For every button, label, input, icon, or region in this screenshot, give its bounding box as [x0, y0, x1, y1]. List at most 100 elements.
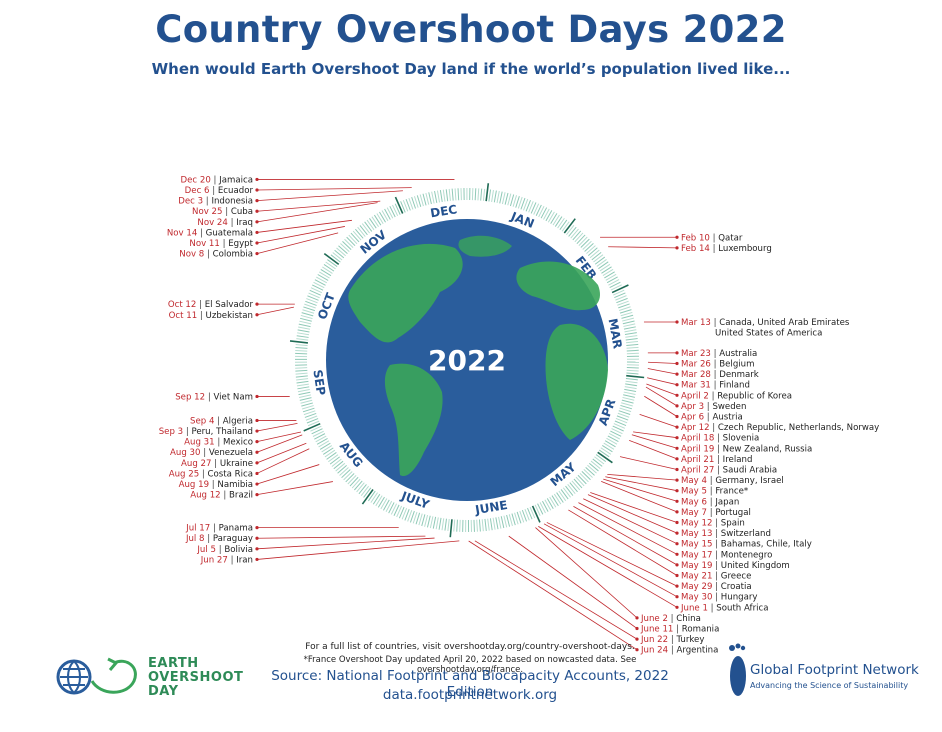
country-label: May 13 | Switzerland — [681, 529, 771, 539]
day-tick — [316, 438, 328, 445]
country-name: Bolivia — [224, 545, 253, 555]
day-tick — [449, 519, 453, 538]
country-date: Jul 5 — [196, 545, 216, 555]
day-tick — [390, 503, 398, 515]
leader-dot — [675, 393, 679, 397]
country-name: Czech Republic, Netherlands, Norway — [718, 423, 879, 433]
day-tick — [296, 335, 309, 338]
leader-line — [474, 540, 638, 640]
country-label: April 27 | Saudi Arabia — [681, 466, 777, 476]
country-name: South Africa — [716, 603, 768, 613]
country-date: Mar 31 — [681, 381, 711, 391]
day-tick — [312, 284, 324, 291]
day-tick — [372, 493, 381, 505]
footer-note-full-list: For a full list of countries, visit over… — [305, 642, 635, 652]
day-tick — [373, 214, 382, 226]
leader-dot — [675, 499, 679, 503]
day-tick — [614, 420, 627, 427]
day-tick — [392, 204, 399, 217]
day-tick — [438, 517, 442, 530]
leader-dot — [255, 471, 259, 476]
day-tick — [381, 210, 389, 222]
country-date: Apr 12 — [681, 423, 710, 433]
day-tick — [402, 200, 409, 212]
day-tick — [456, 519, 458, 532]
day-tick — [507, 193, 512, 206]
day-tick — [324, 449, 336, 458]
day-tick — [295, 372, 308, 375]
month-label: DEC — [429, 202, 458, 220]
day-tick — [598, 261, 609, 270]
day-tick — [566, 224, 575, 235]
day-tick — [481, 519, 484, 532]
day-tick — [457, 188, 460, 201]
day-tick — [543, 208, 550, 220]
day-tick — [322, 447, 334, 455]
day-tick — [524, 508, 530, 521]
global-footprint-network-tagline: Advancing the Science of Sustainability — [750, 681, 909, 690]
source-url: data.footprintnetwork.org — [382, 687, 558, 703]
leader-line — [543, 523, 678, 598]
country-label: Jun 24 | Argentina — [640, 646, 718, 656]
day-tick — [411, 196, 416, 209]
day-tick — [321, 445, 333, 453]
day-tick — [525, 199, 531, 212]
leader-dot — [675, 510, 679, 514]
leader-dot — [255, 536, 259, 540]
country-name: Belgium — [719, 360, 754, 370]
day-tick — [349, 476, 359, 487]
leader-line — [603, 478, 678, 502]
country-date: Mar 28 — [681, 370, 711, 380]
day-tick — [476, 519, 478, 532]
day-tick — [619, 407, 632, 413]
country-name: Argentina — [676, 646, 718, 656]
day-tick — [308, 292, 320, 299]
day-tick — [625, 335, 638, 338]
day-tick — [569, 482, 578, 493]
globe-land-south-america — [384, 363, 443, 477]
day-tick — [346, 236, 356, 247]
day-tick — [296, 380, 309, 384]
country-label: Nov 25 | Cuba — [192, 207, 253, 217]
day-tick — [295, 369, 308, 372]
leader-dot — [255, 177, 259, 182]
leader-line — [256, 226, 345, 244]
day-tick — [591, 251, 602, 261]
country-date: May 12 — [681, 519, 712, 529]
leader-dot — [675, 246, 679, 250]
leader-dot — [675, 531, 679, 535]
day-tick — [585, 466, 595, 476]
day-tick — [572, 230, 582, 241]
day-tick — [550, 213, 558, 224]
country-label: May 5 | France* — [681, 487, 749, 497]
day-tick — [580, 238, 590, 248]
day-tick — [499, 191, 503, 204]
day-tick — [623, 326, 636, 330]
day-tick — [604, 271, 615, 279]
country-label: May 21 | Greece — [681, 572, 751, 582]
country-date: April 27 — [681, 466, 714, 476]
country-date: Aug 30 — [170, 448, 200, 458]
country-label: Aug 31 | Mexico — [184, 438, 253, 448]
country-label: May 7 | Portugal — [681, 508, 751, 518]
day-tick — [557, 217, 565, 229]
day-tick — [323, 252, 340, 265]
day-tick — [539, 502, 546, 514]
day-tick — [625, 338, 638, 341]
day-tick — [613, 289, 625, 296]
day-tick — [436, 190, 441, 203]
day-tick — [303, 422, 321, 432]
day-tick — [589, 249, 600, 259]
country-date: Jul 17 — [185, 524, 210, 534]
day-tick — [459, 519, 461, 532]
day-tick — [478, 519, 481, 532]
leader-line — [583, 498, 678, 545]
leader-line — [256, 481, 333, 496]
day-tick — [531, 505, 541, 523]
country-label: Aug 30 | Venezuela — [170, 448, 253, 458]
country-date: Oct 12 — [168, 300, 197, 310]
country-label: Nov 11 | Egypt — [189, 239, 253, 249]
day-tick — [386, 207, 394, 219]
day-tick — [599, 263, 611, 272]
